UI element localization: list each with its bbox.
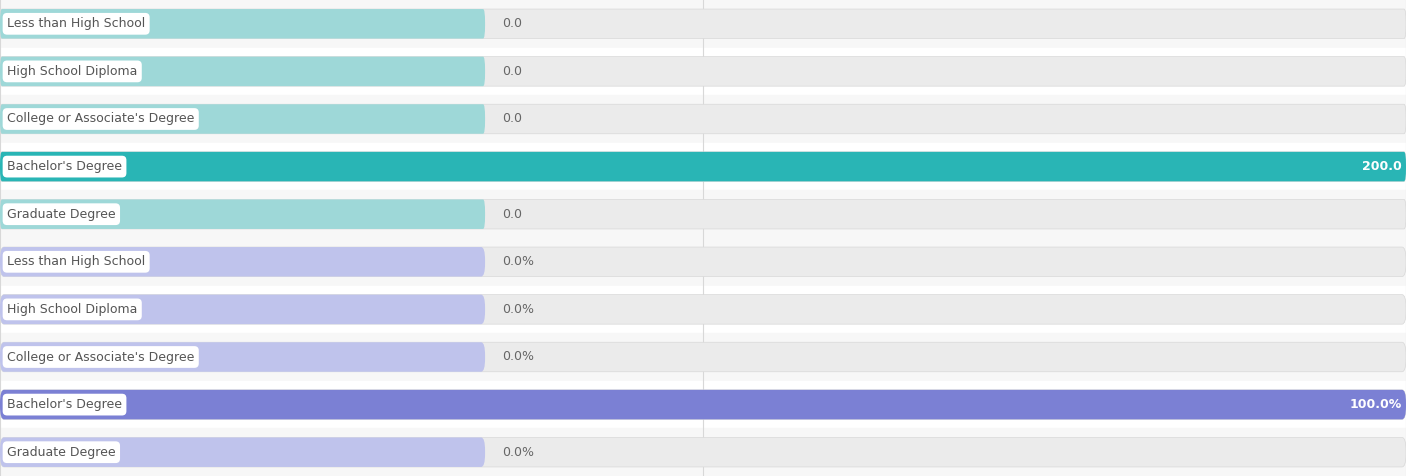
Text: High School Diploma: High School Diploma — [7, 65, 138, 78]
Text: 0.0%: 0.0% — [502, 303, 534, 316]
Bar — [0, 238, 1406, 286]
Text: 0.0%: 0.0% — [502, 446, 534, 459]
Text: College or Associate's Degree: College or Associate's Degree — [7, 112, 194, 126]
FancyBboxPatch shape — [0, 342, 1406, 372]
Bar — [0, 95, 1406, 143]
Text: 0.0: 0.0 — [502, 65, 522, 78]
FancyBboxPatch shape — [0, 437, 485, 467]
FancyBboxPatch shape — [0, 57, 485, 86]
Bar — [0, 286, 1406, 333]
FancyBboxPatch shape — [0, 104, 1406, 134]
Text: 0.0: 0.0 — [502, 112, 522, 126]
FancyBboxPatch shape — [0, 57, 1406, 86]
FancyBboxPatch shape — [0, 295, 485, 324]
FancyBboxPatch shape — [0, 247, 485, 277]
Text: Graduate Degree: Graduate Degree — [7, 446, 115, 459]
Text: High School Diploma: High School Diploma — [7, 303, 138, 316]
Bar — [0, 428, 1406, 476]
FancyBboxPatch shape — [0, 104, 485, 134]
FancyBboxPatch shape — [0, 342, 485, 372]
Text: 0.0%: 0.0% — [502, 255, 534, 268]
FancyBboxPatch shape — [0, 199, 1406, 229]
Bar — [0, 333, 1406, 381]
Text: 0.0: 0.0 — [502, 17, 522, 30]
Text: 100.0%: 100.0% — [1350, 398, 1402, 411]
Text: 0.0%: 0.0% — [502, 350, 534, 364]
Bar — [0, 190, 1406, 238]
FancyBboxPatch shape — [0, 9, 485, 39]
FancyBboxPatch shape — [0, 199, 485, 229]
Bar — [0, 143, 1406, 190]
Text: College or Associate's Degree: College or Associate's Degree — [7, 350, 194, 364]
Text: Less than High School: Less than High School — [7, 255, 145, 268]
FancyBboxPatch shape — [0, 390, 1406, 419]
FancyBboxPatch shape — [0, 437, 1406, 467]
Text: 0.0: 0.0 — [502, 208, 522, 221]
Text: Bachelor's Degree: Bachelor's Degree — [7, 160, 122, 173]
FancyBboxPatch shape — [0, 9, 1406, 39]
Bar — [0, 0, 1406, 48]
FancyBboxPatch shape — [0, 247, 1406, 277]
Text: Less than High School: Less than High School — [7, 17, 145, 30]
Text: Graduate Degree: Graduate Degree — [7, 208, 115, 221]
FancyBboxPatch shape — [0, 152, 1406, 181]
FancyBboxPatch shape — [0, 295, 1406, 324]
Bar — [0, 48, 1406, 95]
FancyBboxPatch shape — [0, 152, 1406, 181]
Text: 200.0: 200.0 — [1362, 160, 1402, 173]
Text: Bachelor's Degree: Bachelor's Degree — [7, 398, 122, 411]
FancyBboxPatch shape — [0, 390, 1406, 419]
Bar — [0, 381, 1406, 428]
